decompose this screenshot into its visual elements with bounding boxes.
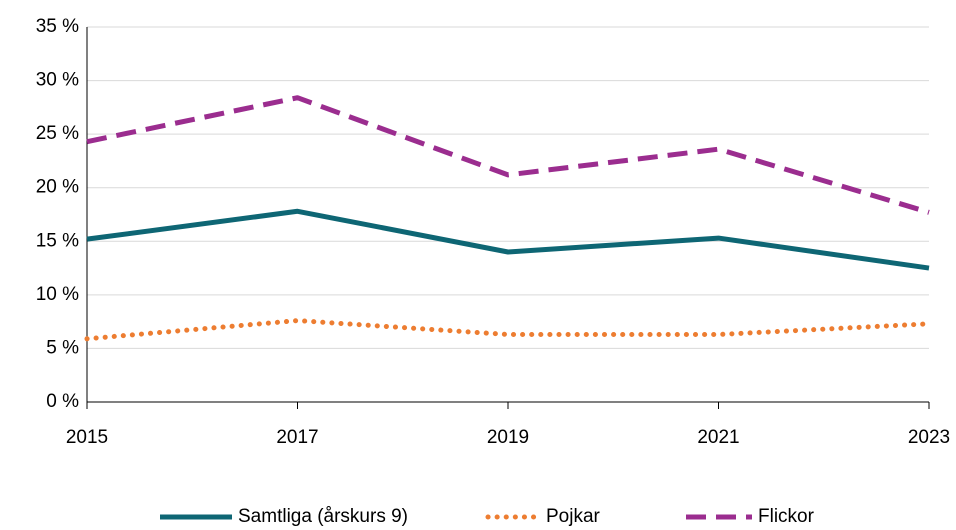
x-tick-label: 2017 — [276, 427, 318, 448]
x-tick-label: 2021 — [697, 427, 739, 448]
legend-label: Samtliga (årskurs 9) — [238, 506, 408, 527]
series-line — [84, 318, 932, 342]
legend-label: Flickor — [758, 506, 815, 527]
x-tick-label: 2015 — [66, 427, 108, 448]
series-line — [86, 208, 930, 271]
y-tick-label: 0 % — [46, 391, 79, 412]
legend-label: Pojkar — [546, 506, 601, 527]
y-tick-label: 25 % — [36, 123, 79, 144]
series-line — [86, 95, 930, 215]
x-tick-label: 2019 — [487, 427, 529, 448]
y-tick-label: 10 % — [36, 284, 79, 305]
y-tick-label: 30 % — [36, 70, 79, 91]
y-tick-label: 5 % — [46, 337, 79, 358]
y-tick-label: 20 % — [36, 177, 79, 198]
x-tick-label: 2023 — [908, 427, 950, 448]
y-tick-label: 35 % — [36, 16, 79, 37]
y-tick-label: 15 % — [36, 230, 79, 251]
